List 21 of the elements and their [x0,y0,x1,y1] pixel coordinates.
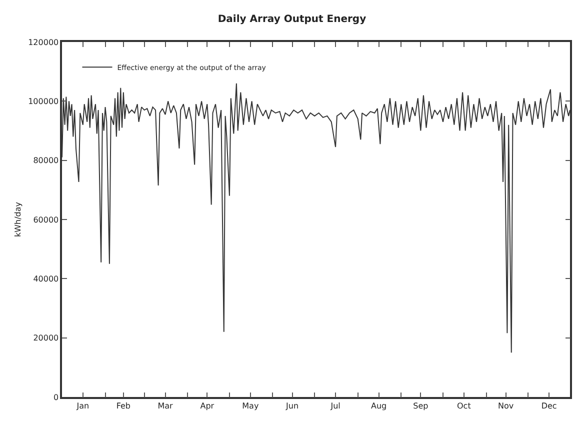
y-axis-title: kWh/day [13,202,22,238]
y-tick-label: 80000 [33,156,59,166]
y-tick-label: 60000 [33,215,59,224]
x-tick-label: Nov [498,401,514,410]
y-tick-label: 120000 [28,38,59,47]
x-tick-label: Aug [370,401,387,410]
chart-title: Daily Array Output Energy [218,14,367,25]
x-tick-label: Oct [457,401,471,410]
x-tick-label: Mar [158,401,174,410]
x-tick-label: Sep [413,401,428,410]
x-tick-label: May [242,401,259,410]
y-tick-label: 0 [54,392,59,402]
y-tick-label: 20000 [33,334,59,343]
x-tick-label: Feb [116,401,130,410]
x-tick-label: Jan [76,401,90,410]
x-tick-label: Dec [541,401,557,410]
x-tick-label: Jul [330,401,340,410]
y-tick-label: 40000 [33,274,59,284]
x-tick-label: Jun [285,401,299,410]
y-tick-label: 100000 [28,96,59,106]
x-tick-label: Apr [200,401,215,410]
